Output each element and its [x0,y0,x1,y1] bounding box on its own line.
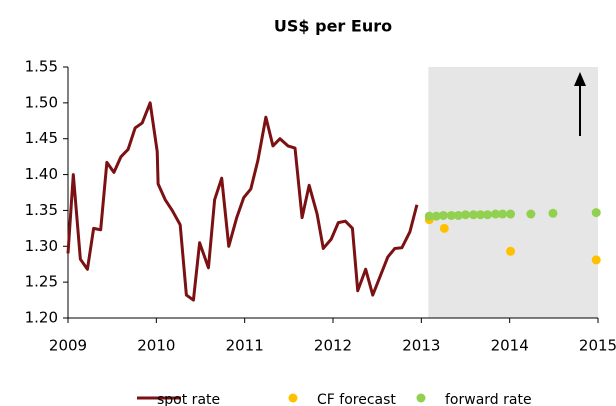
point [468,210,478,220]
y-tick-label: 1.50 [25,93,58,111]
shaded-region [428,67,598,318]
point [439,223,449,233]
point [498,209,508,219]
point [491,209,501,219]
x-tick-label: 2010 [137,337,175,355]
y-tick-label: 1.40 [25,165,58,183]
point [446,210,456,220]
arrow-head [574,72,586,86]
point [431,211,441,221]
x-tick-label: 2011 [226,337,264,355]
x-tick-label: 2013 [402,337,440,355]
y-tick-label: 1.25 [25,273,58,291]
point [483,210,493,220]
legend-swatch [288,393,298,403]
point [453,210,463,220]
chart-title: US$ per Euro [274,17,392,36]
shade-layer [428,67,598,318]
point [424,211,434,221]
x-tick-label: 2014 [491,337,529,355]
point [591,208,601,218]
legend: spot rate CF forecast forward rate [137,392,532,406]
legend-label: CF forecast [317,392,396,406]
spot-rate-line [66,101,419,302]
x-tick-label: 2009 [49,337,87,355]
point [591,255,601,265]
point [526,209,536,219]
x-tick-label: 2012 [314,337,352,355]
axis-layer: 1.20 1.25 1.30 1.35 1.40 1.45 1.50 1.55 2009 2010… [25,58,616,355]
legend-label: spot rate [157,392,220,406]
y-tick-label: 1.45 [25,129,58,147]
y-tick-label: 1.20 [25,309,58,327]
y-tick-label: 1.35 [25,201,58,219]
point [476,210,486,220]
y-tick-label: 1.30 [25,237,58,255]
point [438,210,448,220]
arrow [574,72,586,136]
point [506,246,516,256]
point [461,210,470,220]
y-tick-label: 1.55 [25,58,58,76]
point [506,209,516,219]
legend-label: forward rate [445,392,532,406]
x-tick-label: 2015 [579,337,616,355]
mark-layer [66,101,601,302]
legend-swatch [416,393,426,403]
point [548,208,558,218]
